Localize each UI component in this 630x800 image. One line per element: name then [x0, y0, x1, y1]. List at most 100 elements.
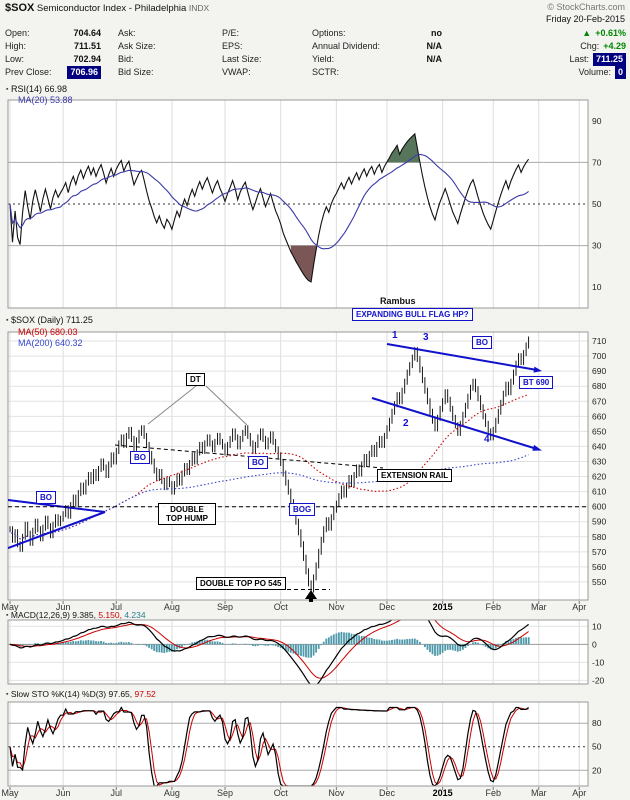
- month-label: Jun: [56, 788, 71, 798]
- month-label: Dec: [379, 602, 396, 612]
- month-label: Jul: [111, 788, 123, 798]
- price-bars: [9, 336, 530, 593]
- macd-signal-line: [9, 620, 529, 679]
- quote-ask-size: Ask Size:: [118, 41, 156, 51]
- quote-sctr: SCTR:: [312, 67, 339, 77]
- annotation-rambus: Rambus: [380, 296, 416, 306]
- axis-tick-label: 600: [592, 502, 606, 512]
- month-label: 2015: [433, 788, 453, 798]
- quote-pct-change: ▲ +0.61%: [582, 28, 626, 38]
- ma50-label: MA(50) 680.03: [18, 327, 78, 337]
- macd-panel-border: [7, 619, 589, 685]
- axis-tick-label: 20: [592, 765, 602, 775]
- annotation-point-1: 1: [392, 330, 398, 341]
- axis-tick-label: 580: [592, 532, 606, 542]
- symbol: $SOX: [5, 2, 35, 14]
- index-name: Semiconductor Index - Philadelphia: [36, 3, 187, 14]
- axis-tick-label: 610: [592, 487, 606, 497]
- quote-vwap: VWAP:: [222, 67, 251, 77]
- annotation-dt: DT: [186, 373, 205, 386]
- axis-tick-label: 570: [592, 547, 606, 557]
- quote-yield: Yield: N/A: [312, 54, 442, 64]
- rsi-band-fill: [387, 133, 420, 163]
- up-triangle-icon: ▲: [582, 28, 592, 38]
- annotation-point-2: 2: [403, 418, 409, 429]
- month-label: Jul: [111, 602, 123, 612]
- month-label: 2015: [433, 602, 453, 612]
- axis-tick-label: 50: [592, 199, 602, 209]
- chart-title: $SOX Semiconductor Index - Philadelphia …: [5, 2, 209, 14]
- sto-k-line: [9, 706, 529, 786]
- month-label: Mar: [531, 602, 547, 612]
- month-label: Feb: [485, 602, 501, 612]
- month-label: Apr: [572, 788, 586, 798]
- month-label: Mar: [531, 788, 547, 798]
- dt-pointer-line: [205, 385, 248, 426]
- volume-chip: 0: [614, 66, 626, 79]
- month-label: Oct: [274, 602, 289, 612]
- axis-tick-label: 640: [592, 441, 606, 451]
- annotation-point-4: 4: [484, 434, 490, 445]
- quote-pe: P/E:: [222, 28, 240, 38]
- month-label: May: [1, 602, 19, 612]
- ma200-label: MA(200) 640.32: [18, 338, 83, 348]
- annotation-expanding-bull-flag: EXPANDING BULL FLAG HP?: [352, 308, 473, 321]
- axis-tick-label: 650: [592, 426, 606, 436]
- quote-bid-size: Bid Size:: [118, 67, 154, 77]
- blue-trendline: [7, 499, 106, 513]
- annotation-bo-4: BO: [472, 336, 492, 349]
- sto-d-line: [9, 706, 529, 786]
- month-label: Aug: [164, 788, 180, 798]
- quote-col-fundamentals: P/E: EPS: Last Size: VWAP:: [222, 27, 294, 79]
- axis-tick-label: -10: [592, 657, 605, 667]
- exchange: INDX: [188, 3, 210, 13]
- main-panel-border: [7, 331, 589, 601]
- axis-tick-label: 670: [592, 396, 606, 406]
- indicator-icon: ▪: [6, 317, 9, 324]
- rsi-panel-border: [7, 99, 589, 309]
- month-label: Aug: [164, 602, 180, 612]
- month-label: Sep: [217, 788, 233, 798]
- axis-tick-label: 630: [592, 457, 606, 467]
- quote-last: Last: 711.25: [522, 53, 626, 66]
- axis-tick-label: 80: [592, 718, 602, 728]
- axis-tick-label: 30: [592, 241, 602, 251]
- axis-tick-label: 70: [592, 157, 602, 167]
- month-label: Apr: [572, 602, 586, 612]
- copyright: © StockCharts.com: [547, 2, 625, 12]
- sto-panel-border: [7, 701, 589, 787]
- quote-bid: Bid:: [118, 54, 134, 64]
- month-label: Oct: [274, 788, 289, 798]
- blue-trendline: [386, 343, 538, 371]
- axis-tick-label: 550: [592, 577, 606, 587]
- quote-high: High: 711.51: [5, 41, 101, 51]
- axis-tick-label: 590: [592, 517, 606, 527]
- month-label: Nov: [328, 788, 345, 798]
- month-label: Sep: [217, 602, 233, 612]
- rsi-ma-label: MA(20) 53.88: [18, 95, 73, 105]
- chart-date: Friday 20-Feb-2015: [545, 14, 625, 24]
- quote-volume: Volume: 0: [522, 66, 626, 79]
- axis-tick-label: 620: [592, 472, 606, 482]
- sto-label: ▪ Slow STO %K(14) %D(3) 97.65, 97.52: [6, 689, 156, 699]
- quote-ask: Ask:: [118, 28, 136, 38]
- quote-dividend: Annual Dividend: N/A: [312, 41, 442, 51]
- axis-tick-label: 560: [592, 562, 606, 572]
- indicator-icon: ▪: [6, 612, 9, 619]
- quote-low: Low: 702.94: [5, 54, 101, 64]
- month-label: Feb: [485, 788, 501, 798]
- annotation-bo-2: BO: [130, 451, 150, 464]
- quote-last-size: Last Size:: [222, 54, 262, 64]
- quote-prev-close: Prev Close: 706.96: [5, 66, 101, 79]
- annotation-point-3: 3: [423, 332, 429, 343]
- up-arrow-icon: [305, 590, 317, 599]
- axis-tick-label: 710: [592, 336, 606, 346]
- annotation-double-top-hump: DOUBLE TOP HUMP: [158, 503, 216, 525]
- axis-tick-label: 10: [592, 621, 602, 631]
- quote-col-askbid: Ask: Ask Size: Bid: Bid Size:: [118, 27, 188, 79]
- quote-eps: EPS:: [222, 41, 243, 51]
- axis-tick-label: -20: [592, 675, 605, 685]
- annotation-bt-690: BT 690: [519, 376, 554, 389]
